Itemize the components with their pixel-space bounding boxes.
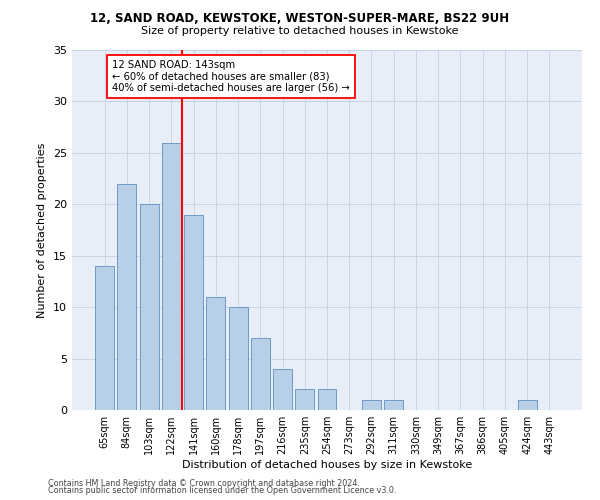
Text: Size of property relative to detached houses in Kewstoke: Size of property relative to detached ho… bbox=[141, 26, 459, 36]
Bar bbox=[95, 266, 114, 410]
Bar bbox=[251, 338, 270, 410]
Bar bbox=[273, 369, 292, 410]
Bar bbox=[140, 204, 158, 410]
Y-axis label: Number of detached properties: Number of detached properties bbox=[37, 142, 47, 318]
Text: 12, SAND ROAD, KEWSTOKE, WESTON-SUPER-MARE, BS22 9UH: 12, SAND ROAD, KEWSTOKE, WESTON-SUPER-MA… bbox=[91, 12, 509, 26]
X-axis label: Distribution of detached houses by size in Kewstoke: Distribution of detached houses by size … bbox=[182, 460, 472, 470]
Bar bbox=[518, 400, 536, 410]
Text: 12 SAND ROAD: 143sqm
← 60% of detached houses are smaller (83)
40% of semi-detac: 12 SAND ROAD: 143sqm ← 60% of detached h… bbox=[112, 60, 350, 94]
Bar bbox=[206, 297, 225, 410]
Text: Contains public sector information licensed under the Open Government Licence v3: Contains public sector information licen… bbox=[48, 486, 397, 495]
Bar bbox=[229, 307, 248, 410]
Bar bbox=[162, 142, 181, 410]
Bar bbox=[295, 390, 314, 410]
Bar bbox=[362, 400, 381, 410]
Bar bbox=[118, 184, 136, 410]
Bar bbox=[184, 214, 203, 410]
Bar bbox=[317, 390, 337, 410]
Bar bbox=[384, 400, 403, 410]
Text: Contains HM Land Registry data © Crown copyright and database right 2024.: Contains HM Land Registry data © Crown c… bbox=[48, 478, 360, 488]
